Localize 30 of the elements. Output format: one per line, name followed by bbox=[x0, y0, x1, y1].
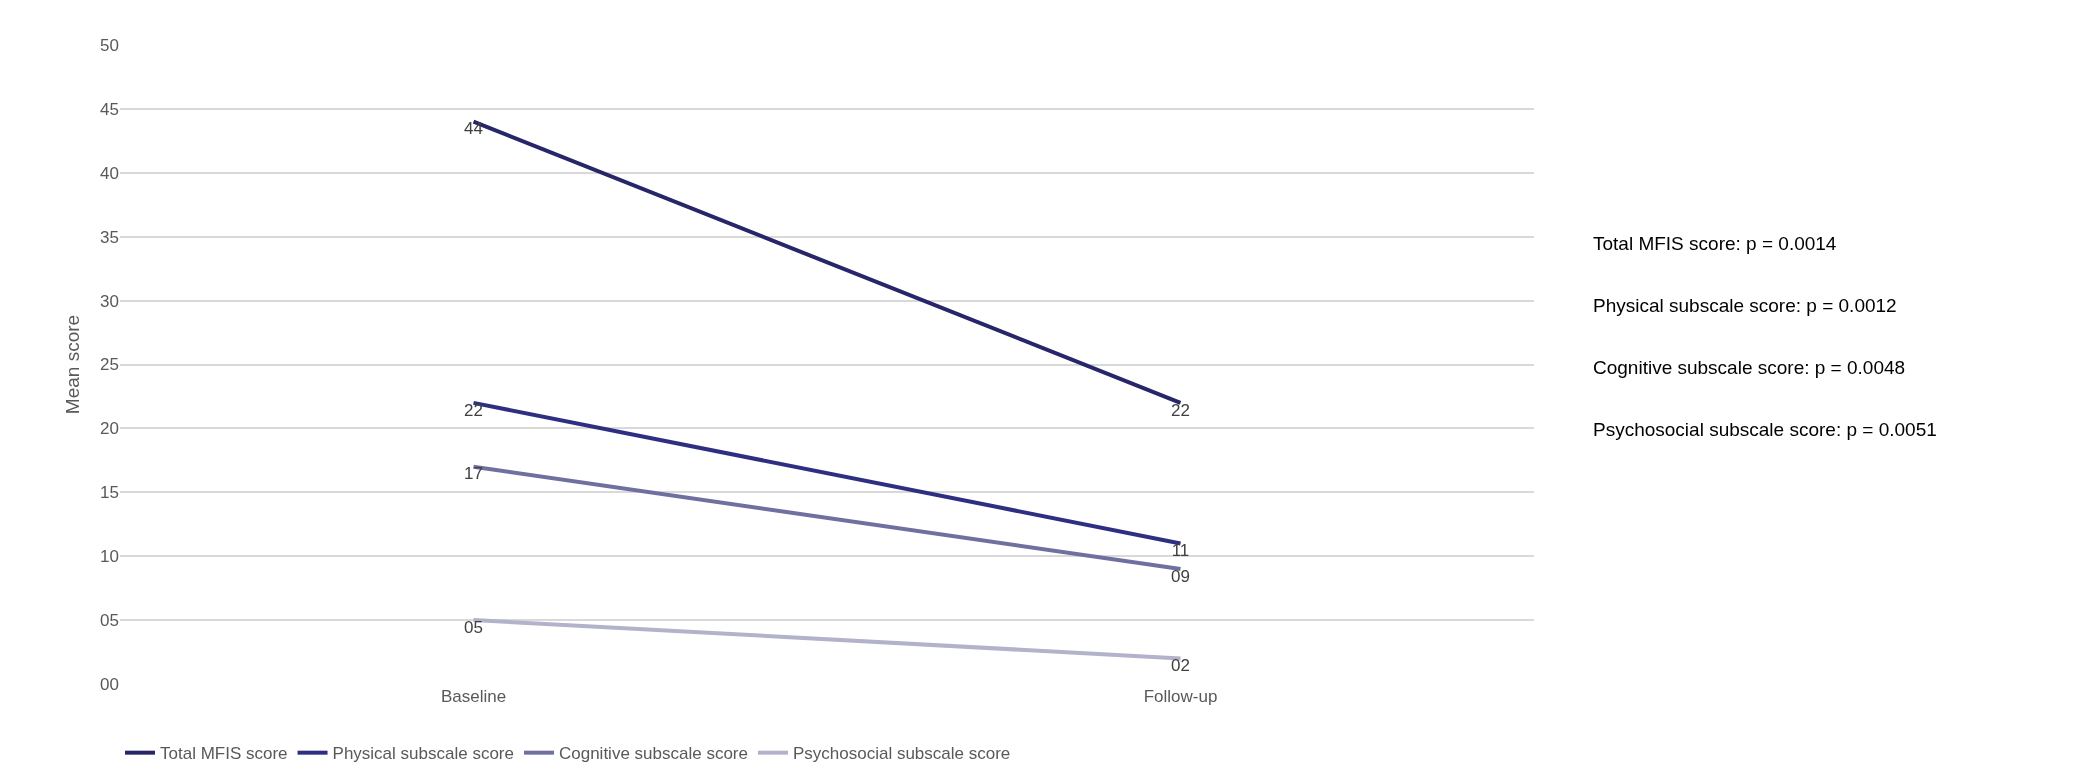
text: Cognitive subscale score: p = 0.0048 bbox=[1593, 357, 1906, 378]
legend-label: Physical subscale score bbox=[332, 744, 514, 764]
x-tick-label: Baseline bbox=[440, 687, 507, 706]
legend-label: Psychosocial subscale score bbox=[792, 744, 1011, 764]
y-tick-label: 15 bbox=[100, 483, 119, 503]
y-tick-label: 20 bbox=[100, 419, 119, 439]
data-label: 11 bbox=[1171, 541, 1190, 561]
y-tick-label: 45 bbox=[100, 99, 119, 119]
y-tick-label: 40 bbox=[100, 163, 119, 183]
y-tick-label: 30 bbox=[100, 291, 119, 311]
y-tick-label: 35 bbox=[100, 227, 119, 247]
data-label: 22 bbox=[464, 400, 483, 420]
data-label: 05 bbox=[464, 617, 483, 637]
y-tick-label: 50 bbox=[100, 35, 119, 55]
y-axis-title: Mean score bbox=[61, 314, 83, 415]
y-tick-label: 05 bbox=[100, 611, 119, 631]
y-tick-label: 00 bbox=[100, 674, 119, 694]
y-tick-label: 10 bbox=[100, 547, 119, 567]
data-label: 44 bbox=[464, 119, 483, 139]
legend-label: Cognitive subscale score bbox=[558, 744, 748, 764]
data-label: 02 bbox=[1171, 656, 1190, 676]
text: Psychosocial subscale score: p = 0.0051 bbox=[1593, 419, 1937, 440]
data-label: 09 bbox=[1171, 566, 1190, 586]
y-tick-label: 25 bbox=[100, 355, 119, 375]
text: Total MFIS score: p = 0.0014 bbox=[1593, 233, 1837, 254]
legend-label: Total MFIS score bbox=[160, 744, 288, 764]
x-tick-label: Follow-up bbox=[1143, 687, 1218, 706]
data-label: 17 bbox=[464, 464, 483, 484]
text: Physical subscale score: p = 0.0012 bbox=[1593, 295, 1897, 316]
data-label: 22 bbox=[1171, 400, 1190, 420]
